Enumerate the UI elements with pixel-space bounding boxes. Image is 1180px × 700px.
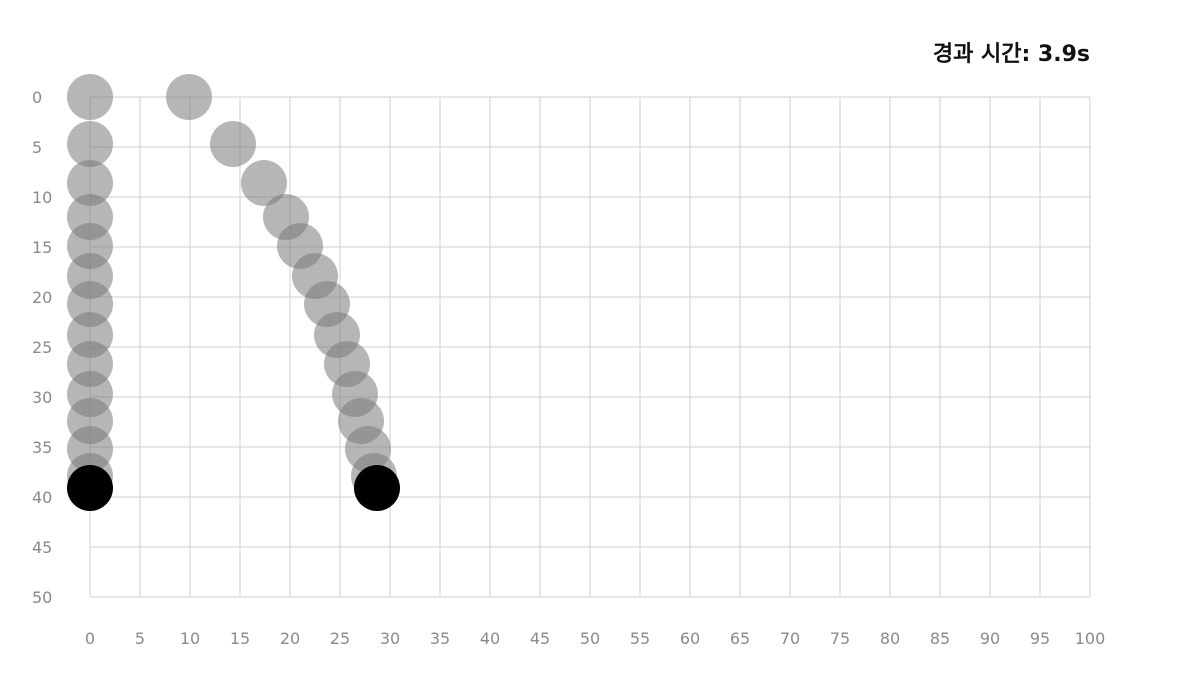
x-axis-ticks: 0 5 10 15 20 25 30 35 40 45 50 55 60 65 70 75 80 85 90 95 10…	[85, 629, 1105, 648]
y-tick-label: 15	[32, 238, 52, 257]
x-tick-label: 80	[880, 629, 900, 648]
x-tick-label: 85	[930, 629, 950, 648]
ball-positions	[67, 74, 400, 511]
y-tick-label: 40	[32, 488, 52, 507]
trail-point	[166, 74, 212, 120]
x-tick-label: 10	[180, 629, 200, 648]
x-tick-label: 30	[380, 629, 400, 648]
y-tick-label: 0	[32, 88, 42, 107]
y-tick-label: 50	[32, 588, 52, 607]
x-tick-label: 50	[580, 629, 600, 648]
x-tick-label: 60	[680, 629, 700, 648]
x-tick-label: 95	[1030, 629, 1050, 648]
y-tick-label: 45	[32, 538, 52, 557]
x-tick-label: 70	[780, 629, 800, 648]
x-tick-label: 55	[630, 629, 650, 648]
y-tick-label: 20	[32, 288, 52, 307]
x-tick-label: 5	[135, 629, 145, 648]
current-ball-point	[67, 465, 113, 511]
x-tick-label: 65	[730, 629, 750, 648]
y-tick-label: 25	[32, 338, 52, 357]
y-tick-label: 5	[32, 138, 42, 157]
x-tick-label: 15	[230, 629, 250, 648]
trail-point	[67, 160, 113, 206]
trail-point	[67, 121, 113, 167]
trail-point	[67, 74, 113, 120]
elapsed-time-value: 3.9s	[1037, 42, 1090, 67]
x-tick-label: 90	[980, 629, 1000, 648]
trail-point	[210, 121, 256, 167]
y-axis-ticks: 0 5 10 15 20 25 30 35 40 45 50	[32, 88, 52, 607]
x-tick-label: 35	[430, 629, 450, 648]
x-tick-label: 45	[530, 629, 550, 648]
elapsed-time-label: 경과 시간:	[932, 42, 1031, 67]
elapsed-time: 경과 시간: 3.9s	[933, 36, 1090, 68]
y-tick-label: 30	[32, 388, 52, 407]
grid-lines	[89, 96, 1091, 598]
trail-point	[241, 160, 287, 206]
y-tick-label: 10	[32, 188, 52, 207]
y-tick-label: 35	[32, 438, 52, 457]
x-tick-label: 0	[85, 629, 95, 648]
x-tick-label: 40	[480, 629, 500, 648]
x-tick-label: 20	[280, 629, 300, 648]
current-ball-point	[354, 465, 400, 511]
x-tick-label: 75	[830, 629, 850, 648]
x-tick-label: 25	[330, 629, 350, 648]
x-tick-label: 100	[1075, 629, 1106, 648]
